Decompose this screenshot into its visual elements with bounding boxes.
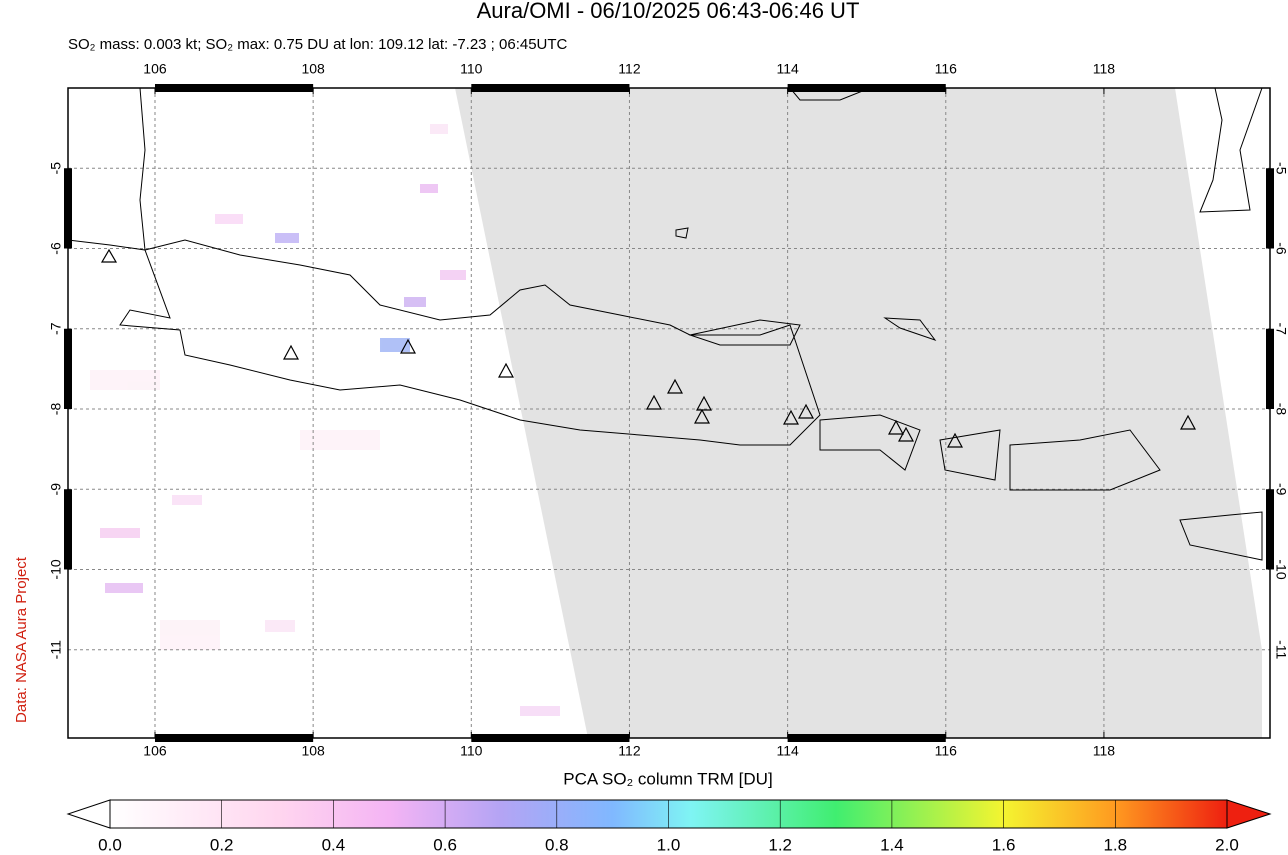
pixels <box>90 124 560 716</box>
y-tick-label: -5 <box>48 162 64 175</box>
frame-bar <box>64 489 72 570</box>
x-tick-label: 108 <box>301 743 325 759</box>
colorbar-tick-label: 0.6 <box>433 835 457 854</box>
frame-bar <box>64 328 72 409</box>
frame-bar <box>471 84 630 92</box>
title: Aura/OMI - 06/10/2025 06:43-06:46 UT <box>477 0 860 23</box>
frame-bar <box>1266 168 1274 249</box>
x-tick-label: 106 <box>143 61 167 77</box>
x-tick-label: 114 <box>776 743 799 759</box>
coastlines <box>68 88 1263 561</box>
y-tick-label: -6 <box>1273 242 1288 255</box>
colorbar-tick-label: 1.0 <box>657 835 681 854</box>
x-tick-label: 118 <box>1093 61 1116 77</box>
map-area <box>68 88 1270 738</box>
x-tick-label: 108 <box>301 61 325 77</box>
subtitle: SO₂ mass: 0.003 kt; SO₂ max: 0.75 DU at … <box>68 36 568 53</box>
colorbar-tick-label: 1.2 <box>768 835 792 854</box>
y-tick-label: -6 <box>48 242 64 255</box>
y-tick-label: -8 <box>48 403 64 416</box>
y-tick-label: -11 <box>1273 640 1288 659</box>
x-tick-label: 110 <box>460 61 483 77</box>
map-frame <box>67 87 1271 739</box>
x-tick-label: 118 <box>1093 743 1116 759</box>
colorbar-tick-label: 0.4 <box>322 835 346 854</box>
frame-bar <box>154 734 314 742</box>
y-tick-label: -7 <box>1273 323 1288 336</box>
colorbar-tick-label: 1.6 <box>992 835 1016 854</box>
x-tick-label: 116 <box>935 61 958 77</box>
x-tick-label: 112 <box>618 743 641 759</box>
frame-bar <box>471 734 630 742</box>
x-tick-label: 110 <box>460 743 483 759</box>
colorbar-tick-label: 1.4 <box>880 835 904 854</box>
y-tick-label: -11 <box>48 640 64 659</box>
frame-bar <box>787 734 946 742</box>
colorbar-tick-label: 0.0 <box>98 835 122 854</box>
colorbar-under <box>66 799 111 829</box>
colorbar-over <box>1226 799 1272 829</box>
colorbar-tick-label: 1.8 <box>1103 835 1127 854</box>
y-tick-label: -8 <box>1273 403 1288 416</box>
credit: Data: NASA Aura Project <box>13 556 30 723</box>
y-tick-label: -9 <box>48 483 64 496</box>
frame-bar <box>1266 328 1274 409</box>
y-tick-label: -7 <box>48 322 64 335</box>
y-tick-label: -5 <box>1273 162 1288 175</box>
x-tick-label: 116 <box>935 743 958 759</box>
y-tick-label: -9 <box>1273 483 1288 496</box>
y-tick-label: -10 <box>1273 559 1288 579</box>
frame-bar <box>64 168 72 249</box>
frame-bar <box>1266 489 1274 570</box>
volcanoes <box>100 248 1197 448</box>
y-tick-label: -10 <box>48 559 64 579</box>
x-tick-label: 106 <box>143 743 167 759</box>
colorbar-tick-label: 0.8 <box>545 835 569 854</box>
colorbar-tick-label: 2.0 <box>1215 835 1239 854</box>
swath-gap <box>455 88 1262 738</box>
colorbar-label: PCA SO₂ column TRM [DU] <box>563 769 772 788</box>
frame-bar <box>787 84 946 92</box>
colorbar-tick-label: 0.2 <box>210 835 234 854</box>
x-tick-label: 112 <box>618 61 641 77</box>
frame-bar <box>154 84 314 92</box>
x-tick-label: 114 <box>776 61 799 77</box>
